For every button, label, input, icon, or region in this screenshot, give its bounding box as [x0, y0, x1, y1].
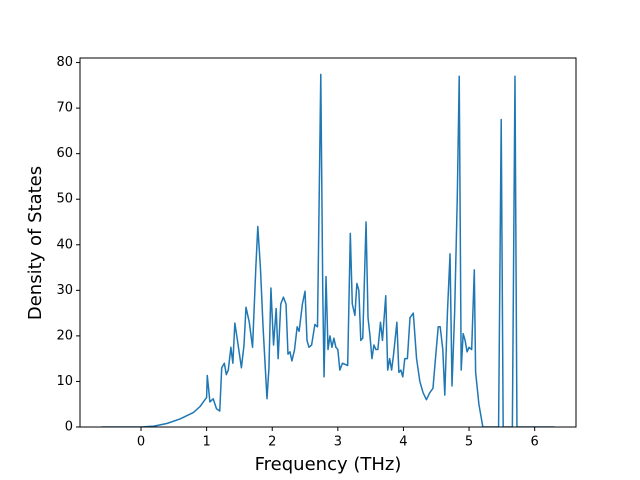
y-tick-label: 0 — [65, 420, 73, 435]
y-tick-label: 70 — [56, 101, 73, 116]
x-tick-label: 0 — [137, 435, 145, 450]
y-tick-label: 80 — [56, 55, 73, 70]
y-tick-label: 20 — [56, 328, 73, 343]
y-tick-label: 30 — [56, 283, 73, 298]
y-axis-label: Density of States — [25, 166, 46, 320]
y-tick-label: 40 — [56, 237, 73, 252]
y-tick-label: 60 — [56, 146, 73, 161]
y-tick-label: 50 — [56, 192, 73, 207]
x-tick-label: 1 — [202, 435, 210, 450]
x-axis-label: Frequency (THz) — [255, 454, 402, 475]
x-tick-label: 3 — [334, 435, 342, 450]
plot-frame — [79, 57, 577, 428]
y-tick-label: 10 — [56, 374, 73, 389]
x-tick-label: 4 — [399, 435, 407, 450]
line — [101, 73, 555, 427]
x-tick-label: 2 — [268, 435, 276, 450]
x-tick-label: 5 — [465, 435, 473, 450]
x-tick-label: 6 — [531, 435, 539, 450]
